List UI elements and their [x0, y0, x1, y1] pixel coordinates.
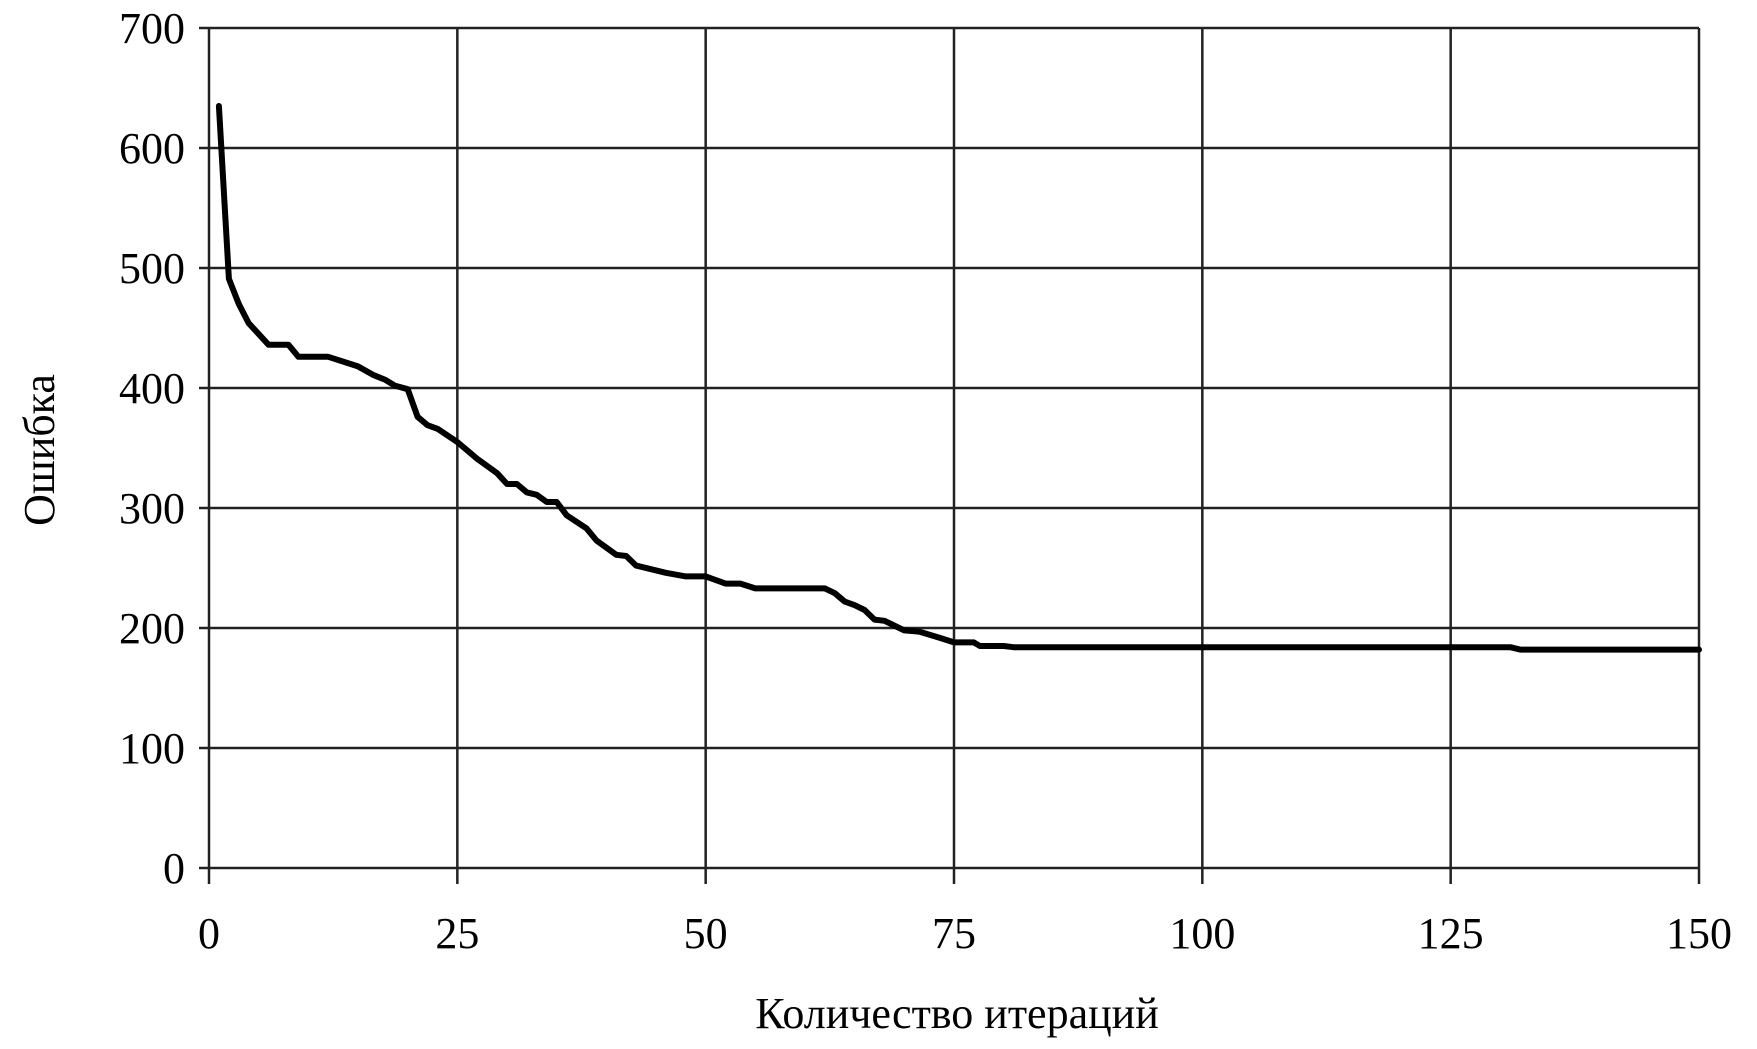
y-tick-label: 200 — [119, 604, 185, 653]
x-tick-label: 150 — [1666, 909, 1732, 958]
error-series-line — [215, 103, 1702, 653]
x-axis-title: Количество итераций — [755, 989, 1159, 1038]
y-axis-title: Ошибка — [15, 374, 64, 526]
x-tick-label: 50 — [684, 909, 728, 958]
y-tick-label: 700 — [119, 4, 185, 53]
y-tick-label: 0 — [163, 844, 185, 893]
x-tick-label: 25 — [435, 909, 479, 958]
y-tick-label: 600 — [119, 124, 185, 173]
tick-labels: 0 100 200 300 400 500 600 700 0 25 50 75 100 125 150 — [119, 4, 1732, 958]
x-tick-label: 125 — [1418, 909, 1484, 958]
x-tick-label: 75 — [932, 909, 976, 958]
x-tick-label: 100 — [1169, 909, 1235, 958]
x-tick-label: 0 — [198, 909, 220, 958]
y-tick-label: 300 — [119, 484, 185, 533]
y-tick-label: 400 — [119, 364, 185, 413]
y-tick-label: 500 — [119, 244, 185, 293]
grid — [199, 26, 1701, 884]
y-tick-label: 100 — [119, 724, 185, 773]
